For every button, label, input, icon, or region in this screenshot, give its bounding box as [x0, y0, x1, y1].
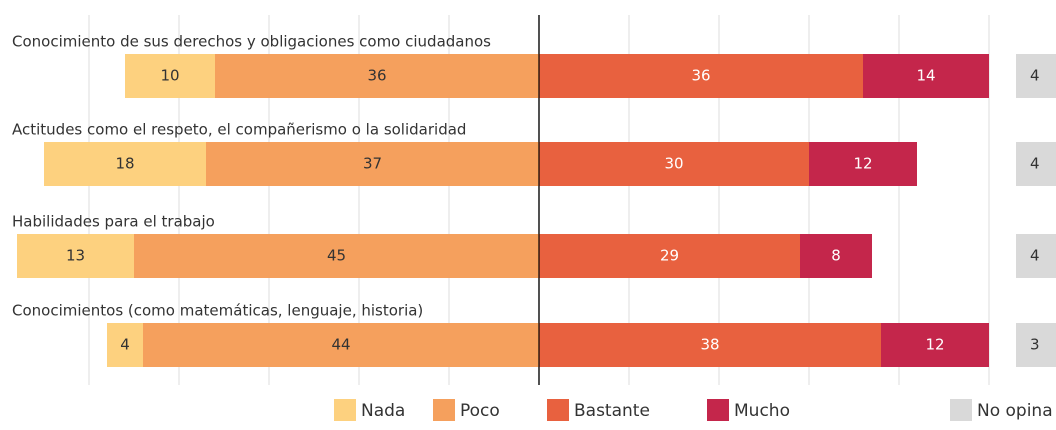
value-label: 36: [691, 67, 710, 85]
no-opina-box: [1016, 234, 1056, 278]
no-opina-box: [1016, 54, 1056, 98]
legend-swatch: [334, 399, 356, 421]
bar-segment: [44, 142, 206, 186]
category-label: Actitudes como el respeto, el compañeris…: [12, 121, 466, 139]
no-opina-box: [1016, 323, 1056, 367]
legend-swatch: [433, 399, 455, 421]
category-label: Habilidades para el trabajo: [12, 213, 215, 231]
legend-swatch: [547, 399, 569, 421]
legend-label: No opina: [977, 401, 1053, 421]
value-label: 10: [160, 67, 179, 85]
bar-segment: [17, 234, 134, 278]
category-label: Conocimiento de sus derechos y obligacio…: [12, 33, 491, 51]
bar-segment: [809, 142, 917, 186]
value-label: 44: [331, 336, 350, 354]
legend-swatch: [707, 399, 729, 421]
value-label: 18: [115, 155, 134, 173]
value-label: 14: [916, 67, 935, 85]
bar-segment: [539, 323, 881, 367]
bar-segment: [107, 323, 143, 367]
bar-segment: [539, 142, 809, 186]
bar-segment: [539, 54, 863, 98]
value-label: 36: [367, 67, 386, 85]
value-label: 37: [363, 155, 382, 173]
value-label: 12: [853, 155, 872, 173]
value-label: 38: [700, 336, 719, 354]
no-opina-label: 4: [1030, 155, 1040, 173]
no-opina-label: 4: [1030, 67, 1040, 85]
category-label: Conocimientos (como matemáticas, lenguaj…: [12, 302, 423, 320]
bar-segment: [863, 54, 989, 98]
bar-segment: [881, 323, 989, 367]
legend-label: Bastante: [574, 401, 650, 421]
no-opina-label: 4: [1030, 247, 1040, 265]
value-label: 29: [660, 247, 679, 265]
no-opina-label: 3: [1030, 336, 1040, 354]
bar-segment: [134, 234, 539, 278]
value-label: 4: [120, 336, 130, 354]
bar-segment: [539, 234, 800, 278]
legend-swatch: [950, 399, 972, 421]
value-label: 45: [327, 247, 346, 265]
bar-segment: [143, 323, 539, 367]
value-label: 12: [925, 336, 944, 354]
legend-label: Poco: [460, 401, 500, 421]
bar-segment: [800, 234, 872, 278]
value-label: 8: [831, 247, 841, 265]
bar-segment: [215, 54, 539, 98]
value-label: 30: [664, 155, 683, 173]
bar-segment: [125, 54, 215, 98]
value-label: 13: [66, 247, 85, 265]
legend-label: Mucho: [734, 401, 790, 421]
legend-label: Nada: [361, 401, 405, 421]
bar-segment: [206, 142, 539, 186]
no-opina-box: [1016, 142, 1056, 186]
